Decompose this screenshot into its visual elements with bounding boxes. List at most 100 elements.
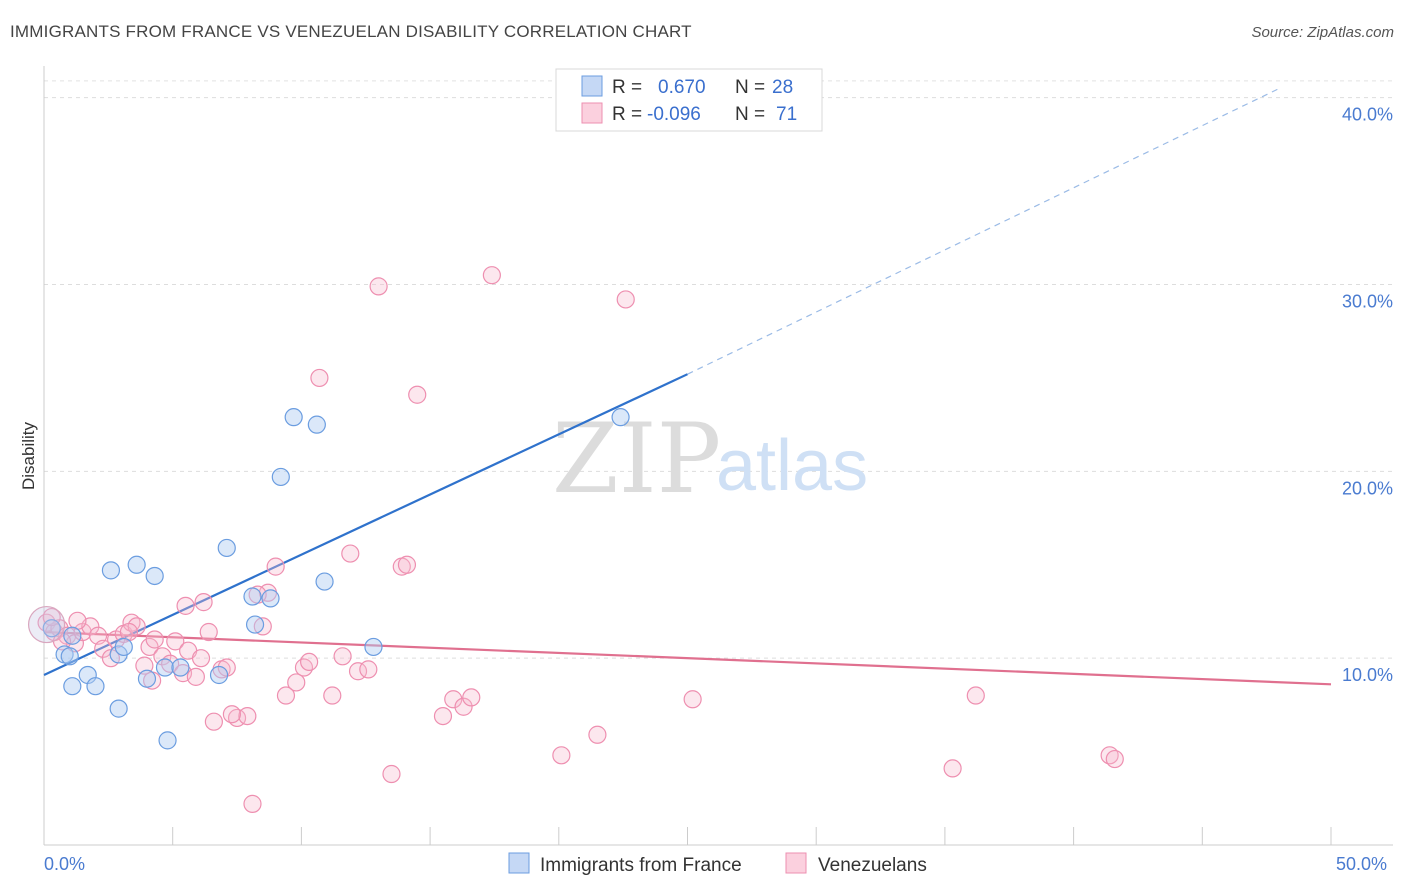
point-venezuelans-47 xyxy=(408,385,427,404)
legend-r-label-venezuelans: R = xyxy=(612,104,642,125)
legend-r-value-venezuelans: -0.096 xyxy=(647,104,701,125)
correlation-legend: R = 0.670 N = 28 R = -0.096 N = 71 xyxy=(555,68,823,132)
point-venezuelans-25 xyxy=(204,712,223,731)
point-france-27 xyxy=(611,408,630,427)
point-venezuelans-51 xyxy=(462,688,481,707)
point-venezuelans-17 xyxy=(153,647,172,666)
point-venezuelans-52 xyxy=(482,266,501,285)
point-venezuelans-24 xyxy=(199,622,218,642)
x-tick-label-max: 50.0% xyxy=(1336,854,1387,874)
watermark-zip: ZIP xyxy=(552,403,721,515)
point-venezuelans-44 xyxy=(382,764,401,784)
legend-swatch-venezuelans xyxy=(581,102,603,124)
point-france-13 xyxy=(145,566,164,586)
chart-title: IMMIGRANTS FROM FRANCE VS VENEZUELAN DIS… xyxy=(10,22,692,41)
point-france-18 xyxy=(217,538,236,558)
y-tick-label-1: 20.0% xyxy=(1342,478,1393,498)
point-venezuelans-43 xyxy=(369,277,388,296)
point-venezuelans-48 xyxy=(433,706,453,726)
point-venezuelans-38 xyxy=(323,686,342,705)
point-venezuelans-19 xyxy=(166,632,185,651)
point-france-25 xyxy=(315,572,334,591)
series-legend-label-france: Immigrants from France xyxy=(540,855,742,876)
point-france-3 xyxy=(60,647,79,666)
grid-lines xyxy=(44,80,1393,659)
point-france-9 xyxy=(101,561,121,580)
point-venezuelans-70 xyxy=(222,705,242,724)
point-france-16 xyxy=(171,658,190,677)
axes xyxy=(43,66,1393,846)
point-venezuelans-58 xyxy=(966,686,985,705)
point-venezuelans-55 xyxy=(616,290,635,309)
y-tick-label-2: 30.0% xyxy=(1342,292,1393,312)
point-venezuelans-64 xyxy=(176,596,195,615)
point-venezuelans-68 xyxy=(287,673,306,692)
point-venezuelans-34 xyxy=(276,686,296,705)
watermark-atlas: atlas xyxy=(716,426,868,506)
series-legend-swatch-venezuelans xyxy=(785,852,807,874)
point-venezuelans-23 xyxy=(191,649,211,668)
legend-r-label-france: R = xyxy=(612,77,642,98)
y-tick-label-0: 10.0% xyxy=(1342,665,1393,685)
point-venezuelans-42 xyxy=(359,660,378,679)
point-venezuelans-56 xyxy=(683,690,702,709)
point-france-15 xyxy=(158,731,177,750)
point-france-2 xyxy=(63,626,82,645)
point-venezuelans-33 xyxy=(266,557,285,576)
series-legend-label-venezuelans: Venezuelans xyxy=(818,855,927,876)
point-venezuelans-46 xyxy=(397,555,417,574)
point-venezuelans-54 xyxy=(588,725,607,744)
source-credit: Source: ZipAtlas.com xyxy=(1251,24,1394,41)
point-france-23 xyxy=(284,408,303,427)
point-france-12 xyxy=(137,669,157,688)
point-venezuelans-22 xyxy=(186,667,205,686)
point-venezuelans-35 xyxy=(294,658,314,677)
point-venezuelans-57 xyxy=(943,759,962,778)
point-france-10 xyxy=(109,699,128,718)
point-cluster-origin xyxy=(27,605,66,644)
legend-n-label-venezuelans: N = xyxy=(735,104,765,125)
legend-n-value-venezuelans: 71 xyxy=(776,104,797,125)
legend-n-label-france: N = xyxy=(735,77,765,98)
point-venezuelans-40 xyxy=(341,544,360,563)
trend-lines xyxy=(43,87,1332,686)
point-venezuelans-27 xyxy=(217,658,236,677)
trend-line-france xyxy=(43,373,688,676)
point-france-17 xyxy=(209,665,229,685)
point-venezuelans-29 xyxy=(238,706,257,726)
legend-r-value-france: 0.670 xyxy=(658,77,706,98)
point-venezuelans-53 xyxy=(552,746,571,765)
point-france-21 xyxy=(261,589,280,608)
y-axis-label: Disability xyxy=(19,421,38,490)
point-france-19 xyxy=(243,587,262,606)
x-tick-label-min: 0.0% xyxy=(44,854,85,874)
point-venezuelans-49 xyxy=(444,690,463,709)
point-france-8 xyxy=(114,637,133,657)
point-france-26 xyxy=(364,637,383,657)
series-legend: Immigrants from France Venezuelans xyxy=(508,852,927,876)
point-venezuelans-30 xyxy=(243,794,262,813)
point-venezuelans-60 xyxy=(1105,749,1124,769)
data-points xyxy=(27,266,1124,813)
point-france-14 xyxy=(155,658,175,677)
point-venezuelans-65 xyxy=(194,593,213,612)
y-tick-label-3: 40.0% xyxy=(1342,105,1393,125)
point-venezuelans-50 xyxy=(454,697,473,716)
point-france-24 xyxy=(307,415,326,434)
point-france-11 xyxy=(127,555,146,574)
point-france-4 xyxy=(63,677,82,696)
point-france-6 xyxy=(86,677,105,696)
trend-line-venezuelans xyxy=(43,630,1332,686)
y-tick-labels: 10.0% 20.0% 30.0% 40.0% xyxy=(1342,105,1393,685)
series-legend-swatch-france xyxy=(508,852,530,874)
legend-swatch-france xyxy=(581,75,603,97)
point-france-20 xyxy=(245,615,265,634)
legend-n-value-france: 28 xyxy=(772,77,793,98)
point-france-0 xyxy=(42,619,61,638)
point-venezuelans-16 xyxy=(145,630,164,649)
point-venezuelans-36 xyxy=(300,652,319,672)
point-venezuelans-37 xyxy=(310,368,329,388)
point-france-22 xyxy=(271,467,290,487)
point-venezuelans-39 xyxy=(333,647,352,666)
